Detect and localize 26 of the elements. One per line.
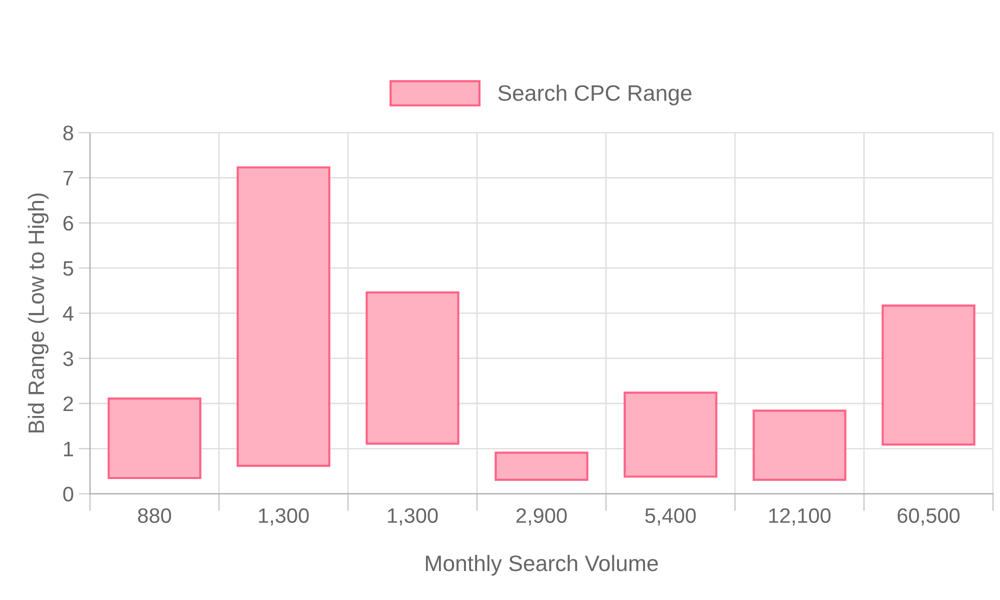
x-tick-label: 1,300 — [388, 508, 438, 526]
y-tick-label: 6 — [64, 216, 74, 231]
x-tick-label: 60,500 — [898, 508, 960, 526]
x-tick-label: 880 — [138, 508, 172, 523]
bar — [624, 392, 718, 478]
bar — [236, 166, 330, 467]
x-axis-title: Monthly Search Volume — [426, 554, 658, 576]
y-tick-label: 4 — [62, 306, 74, 321]
y-tick-label: 7 — [64, 170, 73, 186]
x-tick-label: 5,400 — [645, 508, 696, 526]
bar — [882, 304, 976, 446]
bar — [494, 452, 588, 481]
x-tick-label: 2,900 — [516, 508, 567, 526]
y-axis-title: Bid Range (Low to High) — [28, 194, 49, 432]
x-tick-label: 12,100 — [769, 508, 831, 526]
y-tick-label: 5 — [63, 261, 74, 276]
y-tick-label: 0 — [63, 486, 74, 502]
y-tick-label: 1 — [64, 442, 74, 456]
y-tick-label: 2 — [63, 396, 73, 412]
bar — [108, 397, 202, 480]
bar — [752, 410, 846, 481]
y-tick-label: 8 — [63, 126, 74, 140]
y-tick-label: 3 — [63, 351, 74, 366]
bar — [366, 291, 460, 445]
x-tick-label: 1,300 — [259, 508, 309, 526]
legend-label: Search CPC Range — [498, 84, 692, 106]
